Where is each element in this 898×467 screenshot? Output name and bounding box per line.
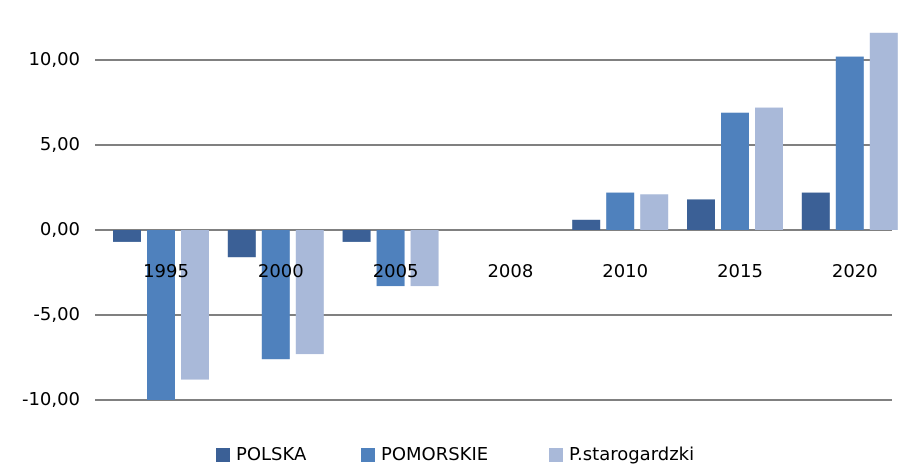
bar — [342, 230, 371, 242]
bar — [755, 107, 783, 230]
y-tick-label: -10,00 — [22, 389, 80, 410]
legend-label: POMORSKIE — [381, 444, 488, 465]
x-tick-label: 2020 — [832, 261, 878, 282]
bar — [181, 230, 209, 380]
bar — [835, 56, 864, 230]
bar — [572, 219, 601, 230]
bar — [147, 230, 175, 400]
bar — [801, 192, 830, 230]
x-tick-label: 2015 — [717, 261, 763, 282]
x-tick-label: 1995 — [143, 261, 189, 282]
legend-swatch — [216, 448, 230, 462]
legend-label: POLSKA — [236, 444, 307, 465]
y-tick-label: 5,00 — [40, 134, 80, 155]
bar — [410, 230, 439, 287]
x-tick-label: 2008 — [487, 261, 533, 282]
bar — [721, 112, 749, 230]
bar — [261, 230, 290, 360]
y-tick-label: 10,00 — [28, 49, 80, 70]
legend-label: P.starogardzki — [569, 444, 694, 465]
x-tick-label: 2000 — [258, 261, 304, 282]
bar — [227, 230, 256, 258]
y-tick-label: 0,00 — [40, 219, 80, 240]
legend-swatch — [361, 448, 375, 462]
bar — [376, 230, 405, 287]
x-tick-label: 2010 — [602, 261, 648, 282]
y-tick-label: -5,00 — [33, 304, 80, 325]
bar — [113, 230, 141, 242]
bar — [295, 230, 324, 355]
bar — [687, 199, 715, 230]
bar — [640, 194, 669, 230]
bar — [606, 192, 635, 230]
legend-swatch — [549, 448, 563, 462]
bar — [869, 32, 898, 230]
x-tick-label: 2005 — [373, 261, 419, 282]
